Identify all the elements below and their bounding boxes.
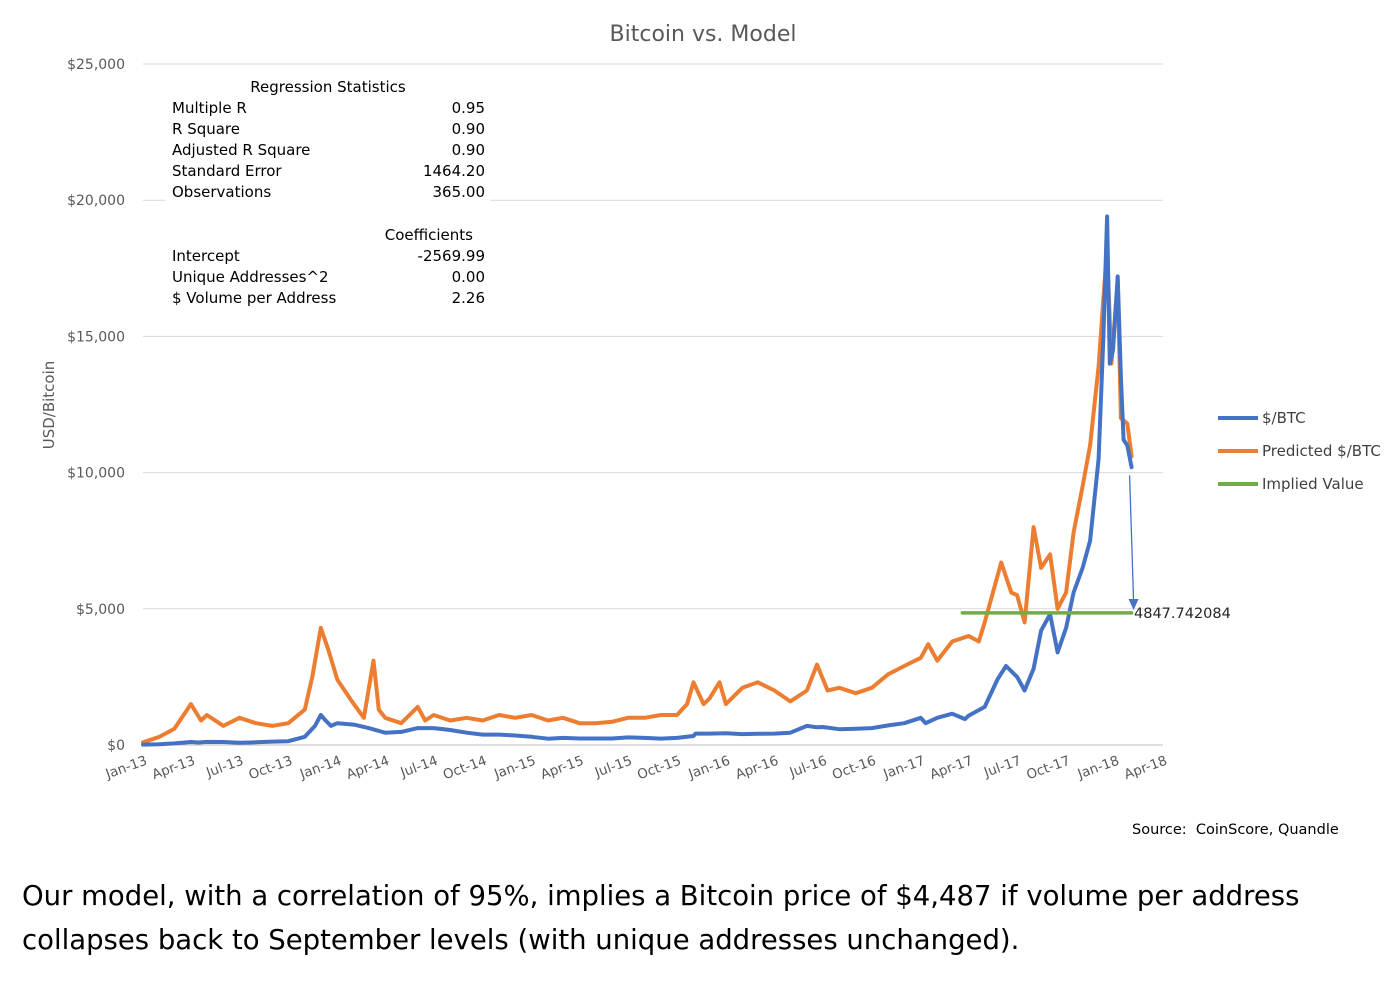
regression-row-value: 0.90 [452,141,485,159]
y-tick-label: $20,000 [67,193,125,209]
y-tick-label: $5,000 [76,602,125,618]
caption: Our model, with a correlation of 95%, im… [22,880,1300,956]
annotation-arrow-head [1128,598,1139,610]
regression-row-label: Observations [172,183,271,201]
series-lines [141,214,1134,747]
y-tick-label: $25,000 [67,57,125,73]
regression-row-label: Multiple R [172,99,247,117]
chart: Bitcoin vs. Model $0 $5,000 $10,000 $15,000… [40,22,1381,784]
y-axis-label: USD/Bitcoin [40,361,58,450]
regression-row-value: 0.95 [452,99,485,117]
source-note: Source: CoinScore, Quandle [1132,822,1339,838]
y-tick-label: $0 [107,738,125,754]
coefficient-row-label: Intercept [172,247,240,265]
regression-table-box [165,70,490,332]
regression-row-value: 365.00 [433,183,486,201]
chart-title: Bitcoin vs. Model [610,22,797,47]
y-axis-ticks: $0 $5,000 $10,000 $15,000 $20,000 $25,000 [67,57,125,754]
regression-row-value: 1464.20 [423,162,485,180]
implied-value-annotation: 4847.742084 [1128,475,1231,622]
regression-row-label: Adjusted R Square [172,141,310,159]
gridlines [143,63,1163,746]
y-tick-label: $15,000 [67,329,125,345]
regression-row-value: 0.90 [452,120,485,138]
regression-row-label: R Square [172,120,240,138]
series-line-btc [141,214,1134,747]
series-line-predicted-btc [141,247,1134,745]
coefficient-row-value: -2569.99 [418,247,485,265]
coefficient-row-label: Unique Addresses^2 [172,268,329,286]
legend: $/BTC Predicted $/BTC Implied Value [1218,409,1381,493]
coefficient-row-value: 2.26 [452,289,485,307]
legend-label: Predicted $/BTC [1262,442,1381,460]
regression-heading: Regression Statistics [250,78,406,96]
legend-label: Implied Value [1262,475,1364,493]
regression-row-label: Standard Error [172,162,282,180]
annotation-value-label: 4847.742084 [1134,606,1231,622]
y-tick-label: $10,000 [67,466,125,482]
coefficient-row-label: $ Volume per Address [172,289,336,307]
coefficients-heading: Coefficients [385,226,473,244]
annotation-arrow-shaft [1128,475,1135,601]
coefficient-row-value: 0.00 [452,268,485,286]
legend-label: $/BTC [1262,409,1306,427]
